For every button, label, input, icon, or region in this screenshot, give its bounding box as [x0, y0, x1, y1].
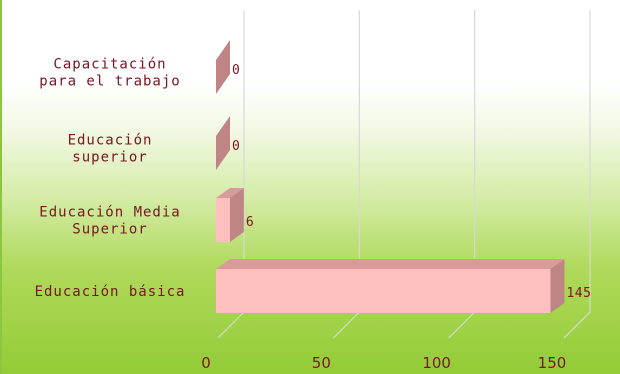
floor-gridline — [217, 311, 245, 339]
category-label: Educación — [68, 133, 153, 149]
bar-top — [216, 259, 565, 269]
data-label: 6 — [246, 215, 254, 230]
bar-front — [216, 269, 551, 313]
x-tick-label: 50 — [312, 354, 331, 372]
floor-gridline — [332, 311, 360, 339]
category-label: Educación básica — [35, 284, 186, 300]
x-tick-label: 100 — [422, 354, 451, 372]
floor-gridline — [563, 311, 591, 339]
floor-gridline — [448, 311, 476, 339]
bar-side — [216, 116, 230, 170]
category-label: para el trabajo — [39, 74, 180, 90]
bar-front — [216, 198, 230, 242]
x-tick-label: 150 — [538, 354, 567, 372]
category-label: Educación Media — [39, 205, 180, 221]
data-label: 0 — [232, 63, 240, 78]
category-label: superior — [72, 150, 147, 166]
bar-side — [216, 40, 230, 94]
category-label: Capacitación — [53, 57, 166, 73]
bar-side — [550, 259, 565, 313]
bar-side — [229, 188, 244, 242]
data-label: 0 — [232, 139, 240, 154]
x-tick-label: 0 — [201, 354, 211, 372]
data-label: 145 — [566, 286, 591, 301]
bar-top — [216, 188, 244, 198]
category-label: Superior — [72, 222, 147, 238]
